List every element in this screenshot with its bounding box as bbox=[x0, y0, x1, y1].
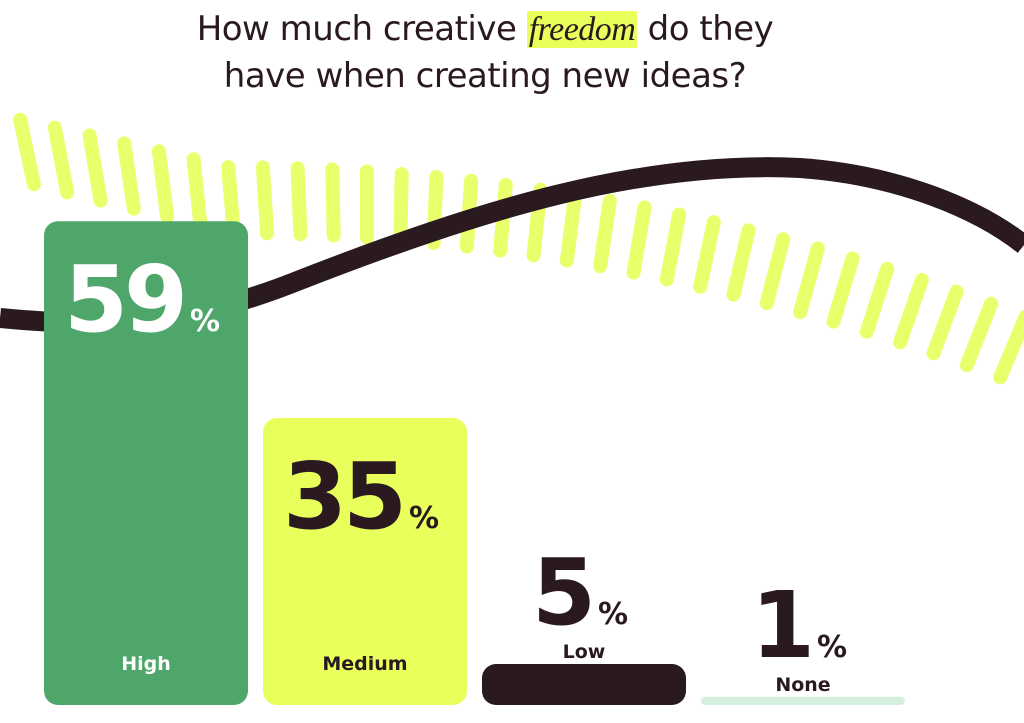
decor-dash bbox=[726, 223, 756, 302]
decor-dash bbox=[393, 166, 409, 247]
decor-dash bbox=[255, 160, 275, 241]
decoration bbox=[13, 112, 1024, 385]
value-label: 35 bbox=[283, 443, 403, 550]
decor-dash bbox=[186, 152, 208, 232]
decor-dash bbox=[893, 272, 929, 350]
decor-dash bbox=[659, 207, 687, 287]
decor-dash bbox=[759, 232, 791, 311]
category-label: Low bbox=[563, 641, 606, 663]
chart-title: How much creative freedom do they have w… bbox=[160, 6, 810, 99]
decor-dash bbox=[360, 164, 374, 245]
decor-dash bbox=[959, 296, 999, 373]
decor-dash bbox=[993, 309, 1024, 385]
title-emphasis: freedom bbox=[526, 11, 638, 48]
value-unit: % bbox=[409, 501, 439, 536]
value-label: 59 bbox=[64, 246, 184, 353]
decor-dash bbox=[626, 200, 652, 280]
decor-dash bbox=[325, 162, 341, 243]
decor-dash bbox=[826, 251, 860, 329]
decor-dash bbox=[82, 128, 108, 208]
bars: 59 % High 35 % Medium 5 % Low 1 % None bbox=[44, 221, 905, 705]
category-label: Medium bbox=[322, 653, 407, 675]
decor-dash bbox=[13, 112, 41, 192]
value-label: 1 bbox=[751, 572, 811, 679]
decor-dash bbox=[117, 136, 141, 216]
decor-dash bbox=[290, 161, 308, 242]
decor-dash bbox=[926, 284, 964, 361]
category-label: None bbox=[775, 674, 830, 696]
bar bbox=[482, 664, 686, 705]
category-label: High bbox=[121, 653, 171, 675]
decor-dash bbox=[47, 120, 75, 200]
decor-dash bbox=[793, 241, 825, 320]
value-unit: % bbox=[817, 630, 847, 665]
decor-dash bbox=[859, 261, 895, 339]
decor-dash bbox=[693, 215, 721, 294]
title-text: How much creative bbox=[196, 9, 517, 49]
bar bbox=[701, 696, 905, 705]
decor-dash bbox=[221, 160, 241, 240]
value-unit: % bbox=[190, 304, 220, 339]
value-label: 5 bbox=[532, 539, 592, 646]
title-text: do they have when creating new ideas? bbox=[223, 9, 774, 96]
value-unit: % bbox=[598, 597, 628, 632]
bar bbox=[44, 221, 248, 705]
bar bbox=[263, 418, 467, 705]
decor-dash bbox=[593, 193, 617, 274]
decor-dash bbox=[559, 188, 583, 268]
decor-dash bbox=[151, 144, 175, 224]
